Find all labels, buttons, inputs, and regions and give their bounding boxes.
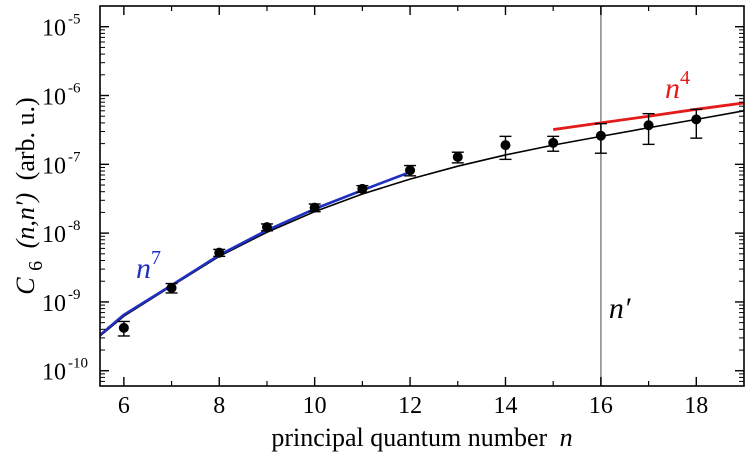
x-axis-label-text: principal quantum number bbox=[271, 423, 547, 452]
x-tick-label: 16 bbox=[589, 393, 613, 419]
series-layer bbox=[100, 6, 744, 386]
y-tick-exponent: -10 bbox=[68, 356, 88, 372]
data-point-group bbox=[308, 202, 321, 213]
y-tick-exponent: -6 bbox=[68, 81, 81, 97]
data-point bbox=[261, 222, 272, 233]
data-point bbox=[643, 120, 654, 131]
y-tick-label: 10 bbox=[42, 291, 66, 317]
y-tick-label: 10 bbox=[42, 153, 66, 179]
data-point bbox=[166, 282, 177, 293]
label-n-prime: n′ bbox=[609, 292, 631, 325]
data-point bbox=[405, 165, 416, 176]
data-point-group bbox=[213, 247, 226, 258]
data-point bbox=[357, 183, 368, 194]
label-n7: n7 bbox=[136, 247, 161, 285]
y-tick-label: 10 bbox=[42, 85, 66, 111]
label-n4-exponent: 4 bbox=[680, 67, 690, 89]
data-point-group bbox=[117, 320, 130, 337]
x-axis-label: principal quantum number n bbox=[271, 423, 572, 452]
label-n7-exponent: 7 bbox=[151, 247, 161, 269]
y-axis-label-units: (arb. u.) bbox=[11, 97, 40, 180]
x-axis-ticks: 6 8 10 12 14 16 18 bbox=[118, 6, 708, 419]
data-point-group bbox=[547, 135, 560, 152]
data-point bbox=[548, 137, 559, 148]
y-axis-label: C 6 (n,n′) (arb. u.) bbox=[11, 97, 48, 294]
y-tick-exponent: -8 bbox=[68, 218, 81, 234]
y-axis-label-subscript: 6 bbox=[25, 261, 47, 271]
y-tick-base: 10 bbox=[42, 222, 66, 248]
data-point-group bbox=[356, 183, 369, 194]
y-tick-exponent: -9 bbox=[68, 287, 81, 303]
y-tick-base: 10 bbox=[42, 360, 66, 386]
x-tick-label: 10 bbox=[303, 393, 327, 419]
label-n4-base: n bbox=[665, 72, 680, 105]
y-tick-label: 10 bbox=[42, 222, 66, 248]
y-axis-label-symbol: C bbox=[11, 277, 40, 295]
y-tick-base: 10 bbox=[42, 291, 66, 317]
data-point-group bbox=[499, 135, 512, 161]
plot-frame bbox=[99, 5, 745, 387]
data-point bbox=[118, 322, 129, 333]
data-point-group bbox=[165, 282, 178, 294]
x-tick-label: 12 bbox=[398, 393, 422, 419]
data-point-group bbox=[594, 122, 607, 154]
y-tick-base: 10 bbox=[42, 153, 66, 179]
data-point-group bbox=[690, 108, 703, 139]
data-points-layer bbox=[117, 108, 703, 337]
data-point bbox=[309, 202, 320, 213]
data-point bbox=[595, 130, 606, 141]
y-tick-label: 10 bbox=[42, 16, 66, 42]
y-tick-label: 10 bbox=[42, 360, 66, 386]
data-point-group bbox=[642, 112, 655, 146]
data-point-group bbox=[260, 222, 273, 233]
data-point-group bbox=[404, 164, 417, 177]
data-point bbox=[691, 114, 702, 125]
x-tick-label: 8 bbox=[213, 393, 225, 419]
x-tick-label: 6 bbox=[118, 393, 130, 419]
fit-curve-n7-blue bbox=[100, 170, 411, 337]
data-point-group bbox=[451, 151, 464, 164]
x-axis-label-variable: n bbox=[560, 423, 573, 452]
x-tick-label: 14 bbox=[493, 393, 517, 419]
label-n7-base: n bbox=[136, 252, 151, 285]
y-tick-exponent: -7 bbox=[68, 149, 81, 165]
y-axis-label-args: (n,n′) bbox=[11, 193, 40, 249]
data-point bbox=[452, 151, 463, 162]
label-n4: n4 bbox=[665, 67, 690, 105]
x-tick-label: 18 bbox=[684, 393, 708, 419]
y-tick-base: 10 bbox=[42, 16, 66, 42]
data-point bbox=[214, 247, 225, 258]
y-tick-exponent: -5 bbox=[68, 12, 81, 28]
y-tick-base: 10 bbox=[42, 85, 66, 111]
data-point bbox=[500, 140, 511, 151]
